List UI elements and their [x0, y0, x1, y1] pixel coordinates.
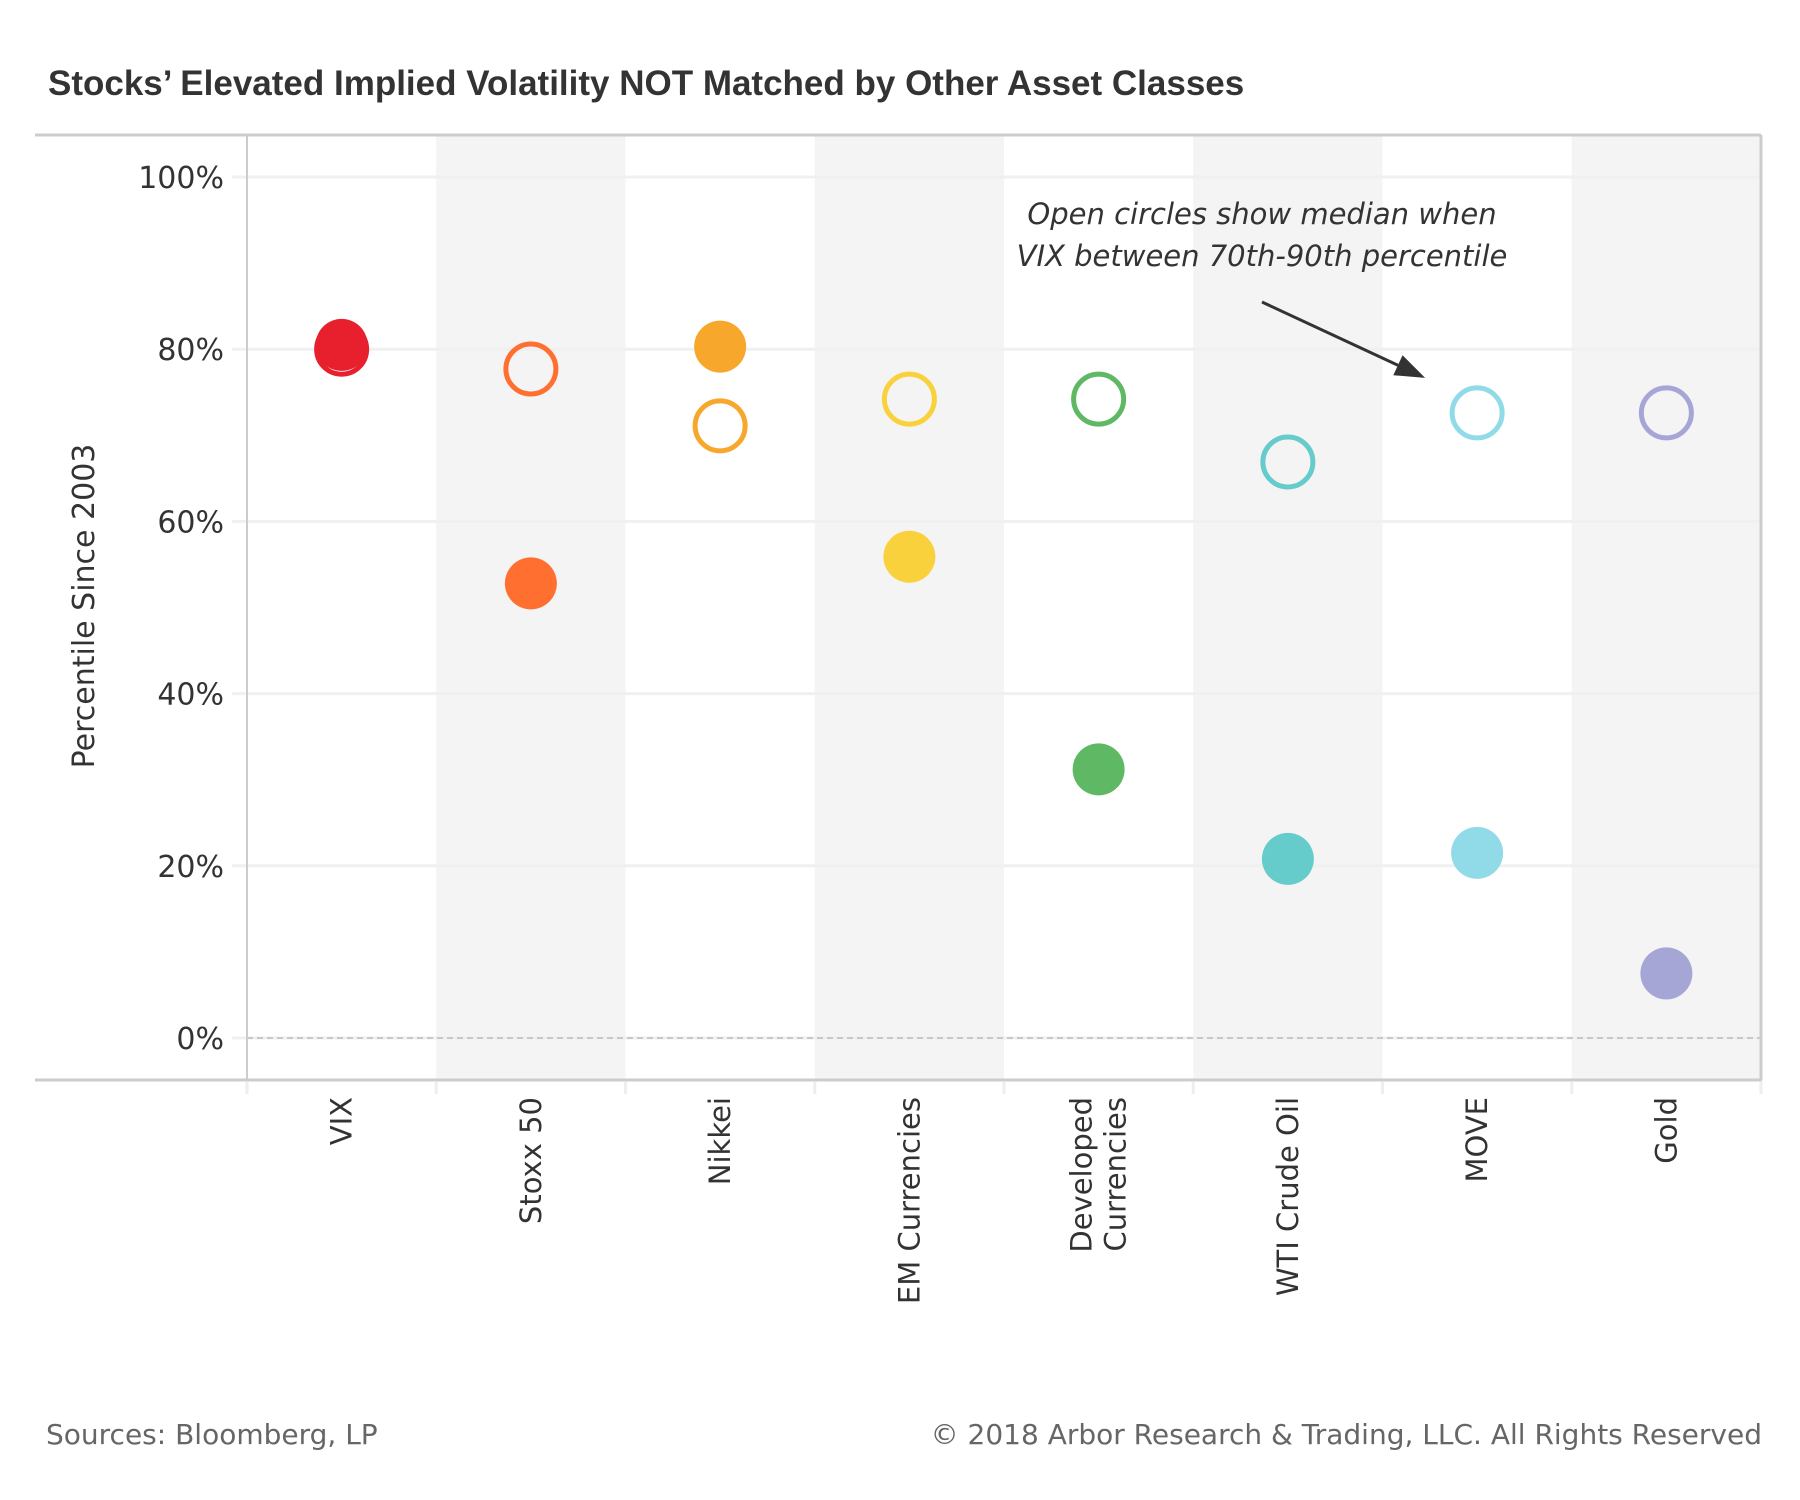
y-tick-label: 20% [157, 850, 224, 885]
x-category-label: Stoxx 50 [514, 1097, 548, 1224]
filled-circle-marker [1451, 826, 1504, 879]
filled-circle-marker [883, 530, 936, 583]
filled-circle-marker [694, 320, 747, 373]
x-tick-label: Gold [1649, 1097, 1683, 1164]
x-category-label: WTI Crude Oil [1271, 1097, 1305, 1296]
open-circle-marker [692, 398, 748, 454]
column-band [814, 135, 1004, 1080]
filled-circle-marker [315, 318, 368, 371]
filled-circle-marker [504, 557, 557, 610]
open-circle-marker [881, 371, 937, 427]
column-bands [436, 135, 1761, 1080]
x-category-label: VIX [325, 1097, 359, 1145]
open-circle-marker [1449, 385, 1505, 441]
plot-frame [35, 133, 1763, 1094]
x-tick-label: EM Currencies [892, 1097, 926, 1304]
gridlines [232, 175, 1761, 1040]
y-tick-label: 80% [157, 333, 224, 368]
annotation-text: VIX between 70th-90th percentile [1017, 239, 1508, 273]
open-circle-marker [1638, 385, 1694, 441]
x-tick-label: Nikkei [703, 1097, 737, 1185]
x-category-label: Developed Currencies [1065, 1097, 1133, 1253]
x-category-label: MOVE [1460, 1097, 1494, 1183]
column-band [1193, 135, 1383, 1080]
open-circle-marker [503, 341, 559, 397]
y-tick-label: 100% [138, 161, 224, 196]
y-tick-label: 40% [157, 678, 224, 713]
open-circle-marker [1071, 371, 1127, 427]
footer-copyright: © 2018 Arbor Research & Trading, LLC. Al… [931, 1418, 1762, 1451]
annotation: Open circles show median when VIX between… [1017, 197, 1508, 378]
x-tick-label: Stoxx 50 [514, 1097, 548, 1224]
annotation-text: Open circles show median when [1027, 197, 1496, 231]
filled-circle-marker [1072, 743, 1125, 796]
x-tick-label: Currencies [1099, 1097, 1133, 1252]
x-tick-label: Developed [1065, 1097, 1099, 1253]
x-tick-label: WTI Crude Oil [1271, 1097, 1305, 1296]
open-circle-marker [1260, 434, 1316, 490]
annotation-arrowhead-icon [1393, 355, 1426, 378]
data-markers [314, 318, 1694, 1000]
y-axis-label: Percentile Since 2003 [67, 444, 102, 769]
x-axis-ticks: VIX Stoxx 50 Nikkei EM Currencies Developed C… [325, 1097, 1684, 1304]
y-tick-label: 60% [157, 505, 224, 540]
x-category-label: Gold [1649, 1097, 1683, 1164]
filled-circle-marker [1261, 832, 1314, 885]
chart-title: Stocks’ Elevated Implied Volatility NOT … [48, 64, 1244, 103]
y-axis-ticks: 0% 20% 40% 60% 80% 100% [138, 161, 224, 1057]
x-category-label: Nikkei [703, 1097, 737, 1185]
column-band [1571, 135, 1761, 1080]
x-category-label: EM Currencies [892, 1097, 926, 1304]
filled-circle-marker [1640, 947, 1693, 1000]
annotation-arrow-line [1261, 300, 1399, 367]
x-tick-label: MOVE [1460, 1097, 1494, 1183]
x-tick-label: VIX [325, 1097, 359, 1145]
footer-source: Sources: Bloomberg, LP [46, 1418, 378, 1451]
y-tick-label: 0% [176, 1022, 224, 1057]
